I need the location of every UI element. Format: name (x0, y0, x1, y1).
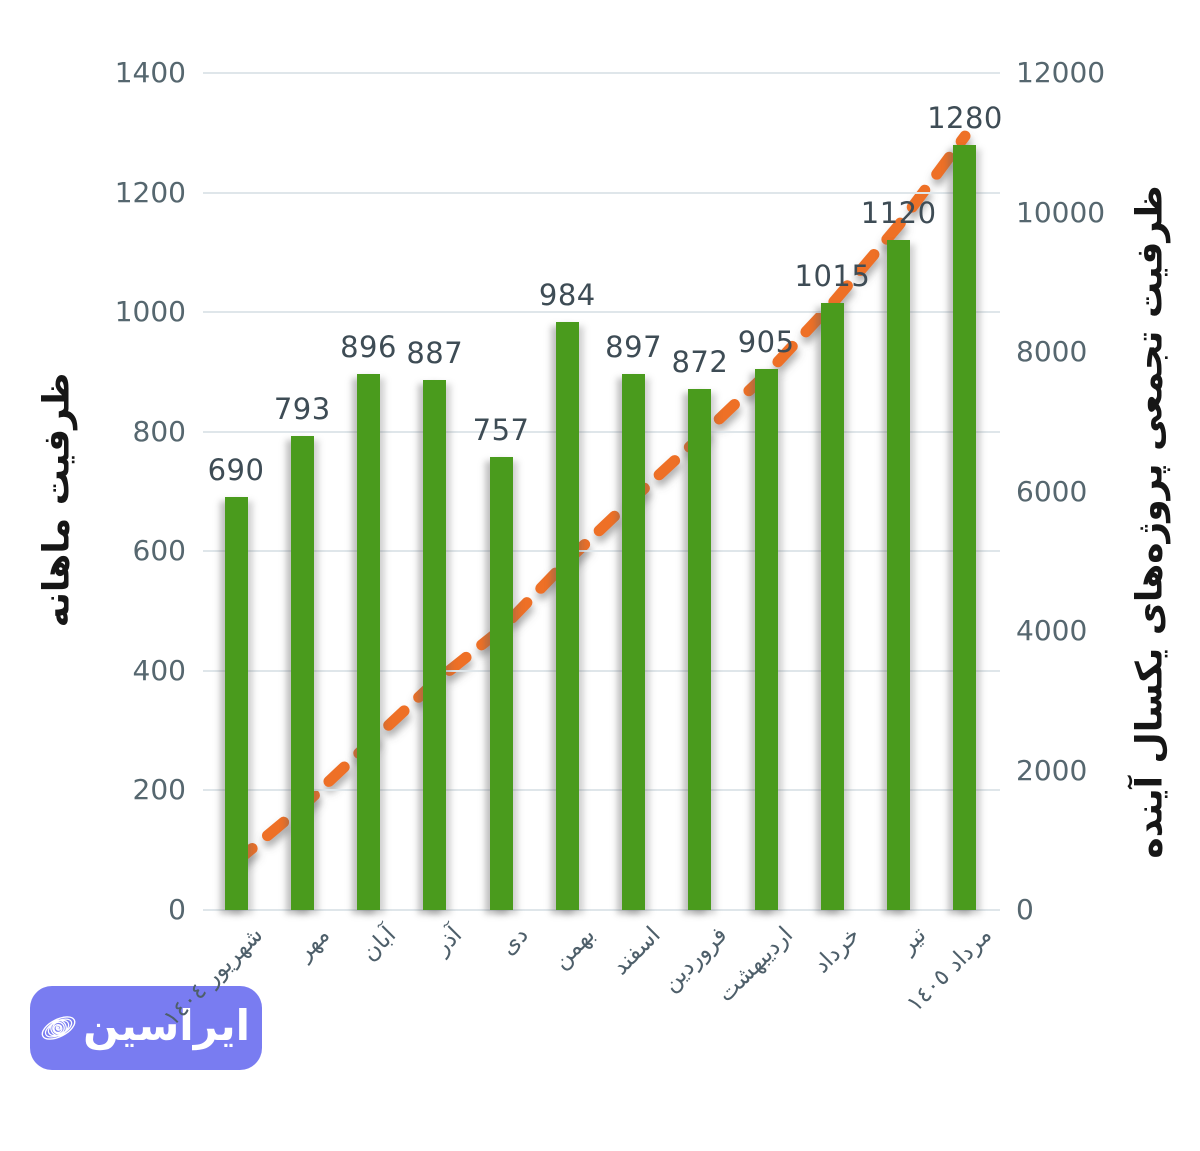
left-axis-tick: 1400 (114, 56, 186, 89)
cumulative-dashed-line (230, 130, 971, 868)
right-axis-tick: 8000 (1016, 335, 1088, 368)
irasin-spiral-icon (41, 1016, 76, 1040)
bar-value-label: 793 (273, 391, 331, 426)
bar (887, 240, 911, 910)
plot-area: 690 793 896 887 757 984 897 872 905 1015 1120 1280 (203, 72, 1002, 911)
left-axis-tick: 600 (132, 534, 186, 568)
gridline (203, 789, 1000, 792)
left-axis-tick: 1200 (114, 175, 186, 209)
bar (357, 374, 381, 910)
right-axis-tick: 4000 (1016, 614, 1088, 647)
x-axis-label: آذر (429, 922, 468, 961)
bar (820, 303, 844, 910)
bar (953, 144, 977, 910)
left-axis-tick: 200 (132, 773, 186, 807)
irasin-logo-badge: ایراسین (30, 986, 262, 1070)
x-axis-label: اسفند (607, 922, 667, 981)
bar (489, 457, 513, 910)
bar-value-label: 984 (538, 277, 596, 312)
x-axis-label: خرداد (808, 922, 865, 979)
bar-value-label: 1280 (927, 100, 1003, 135)
bar (224, 497, 248, 910)
right-axis-tick: 2000 (1016, 753, 1088, 787)
right-axis-tick: 10000 (1016, 195, 1106, 229)
x-axis-label: مهر (291, 922, 335, 966)
x-axis-label: تیر (894, 922, 932, 959)
left-axis-title: ظرفیت ماهانه (36, 372, 78, 628)
bar-value-label: 1120 (860, 196, 937, 231)
gridline (203, 909, 1000, 911)
irasin-wordmark: ایراسین (83, 1001, 250, 1050)
x-axis-label: آبان (356, 922, 401, 967)
gridline (203, 191, 1000, 194)
gridline (203, 550, 1000, 553)
bar (622, 373, 646, 910)
left-axis-tick: 0 (168, 893, 186, 926)
bar-value-label: 872 (671, 344, 729, 379)
bar-value-label: 905 (737, 324, 795, 359)
bar-value-label: 690 (207, 453, 265, 488)
right-axis-tick: 6000 (1016, 474, 1088, 508)
gridline (203, 72, 1000, 74)
bar-value-label: 896 (340, 330, 397, 365)
bar (688, 388, 712, 910)
gridline (203, 669, 1000, 672)
x-axis-label: بهمن (547, 922, 600, 975)
right-axis-tick: 0 (1016, 893, 1034, 926)
left-axis-tick: 400 (132, 653, 186, 687)
bar (290, 435, 314, 910)
bar (555, 321, 579, 910)
bar (754, 368, 778, 910)
gridline (203, 311, 1000, 314)
bar (423, 379, 447, 910)
bar-value-label: 887 (406, 335, 464, 370)
x-axis-label: دی (495, 922, 534, 961)
gridline (203, 430, 1000, 433)
bar-value-label: 757 (472, 413, 530, 448)
left-axis-tick: 800 (132, 414, 186, 448)
left-axis-tick: 1000 (114, 295, 186, 329)
bar-value-label: 1015 (794, 259, 871, 294)
right-axis-tick: 12000 (1016, 56, 1106, 89)
bar-value-label: 897 (605, 329, 663, 364)
